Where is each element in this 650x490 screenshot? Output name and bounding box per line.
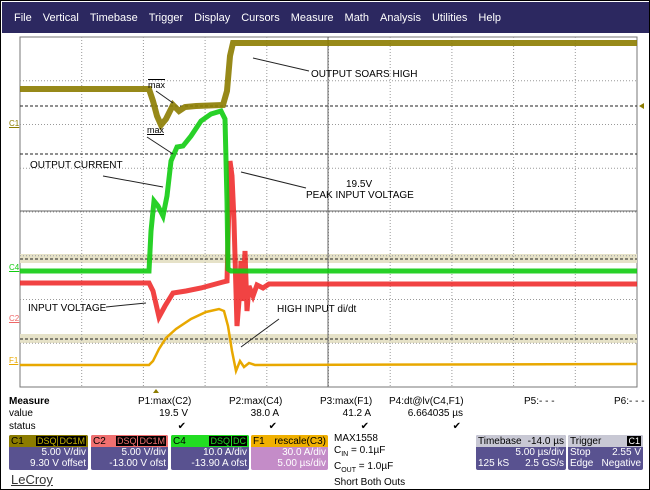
trigger-title: Trigger — [570, 435, 602, 447]
param-p2-value: 38.0 A — [250, 408, 279, 419]
f1-marker[interactable]: F1 — [9, 356, 19, 365]
timebase-delay: -14.0 µs — [527, 435, 564, 447]
function-f1-box[interactable]: F1 rescale(C3) 30.0 A/div 5.00 µs/div — [251, 435, 328, 470]
graticule — [20, 37, 637, 387]
annotation-max-c1: max — [148, 80, 166, 90]
c4-tag-coupling: DC — [232, 435, 247, 446]
c2-name: C2 — [93, 435, 106, 447]
param-p3-label[interactable]: P3:max(F1) — [320, 396, 373, 407]
menu-cursors[interactable]: Cursors — [241, 11, 280, 24]
menu-trigger[interactable]: Trigger — [148, 11, 184, 24]
c4-scale: 10.0 A/div — [203, 447, 247, 458]
trigger-source: C1 — [627, 436, 641, 446]
param-p2-label[interactable]: P2:max(C4) — [229, 396, 283, 407]
menu-measure[interactable]: Measure — [290, 11, 334, 24]
c4-tag-dsq: DSQ — [209, 435, 231, 446]
menu-analysis[interactable]: Analysis — [380, 11, 421, 24]
trigger-box[interactable]: Trigger C1 Stop 2.55 V Edge Negative — [568, 435, 643, 470]
c1-marker[interactable]: C1 — [9, 119, 20, 128]
short-note: Short Both Outs — [334, 477, 406, 488]
trigger-level: 2.55 V — [612, 447, 641, 458]
measure-row-status: status — [9, 421, 36, 432]
cursor-lines — [20, 105, 637, 340]
notes-panel: MAX1558 CIN = 0.1µF COUT = 1.0µF Short B… — [334, 433, 405, 489]
param-p6-label[interactable]: P6:- - - — [614, 396, 645, 407]
measure-row-value: value — [9, 408, 33, 419]
c1-offset: 9.30 V offset — [30, 458, 86, 469]
param-p2-status: ✔ — [268, 421, 277, 432]
annotation-peak-value: 19.5V — [346, 179, 373, 190]
measure-title: Measure — [9, 396, 50, 407]
trace-f1 — [20, 307, 638, 376]
menu-timebase[interactable]: Timebase — [89, 11, 138, 24]
menu-vertical[interactable]: Vertical — [42, 11, 79, 24]
timebase-samples: 125 kS — [478, 458, 510, 469]
c4-marker[interactable]: C4 — [9, 263, 20, 272]
param-p3-value: 41.2 A — [342, 408, 371, 419]
c1-scale: 5.00 V/div — [41, 447, 86, 458]
annotation-max-c4: max — [147, 125, 165, 135]
param-p1-status: ✔ — [177, 421, 186, 432]
channel-c4-box[interactable]: C4 DSQ DC 10.0 A/div -13.90 A ofst — [171, 435, 249, 470]
c1-tag-dsq: DSQ — [35, 435, 58, 446]
param-p1-label[interactable]: P1:max(C2) — [138, 396, 192, 407]
f1-timescale: 5.00 µs/div — [277, 458, 326, 469]
menu-bar: File Vertical Timebase Trigger Display C… — [2, 2, 649, 33]
annotation-output-current: OUTPUT CURRENT — [30, 160, 123, 171]
f1-name: F1 — [253, 435, 265, 447]
channel-c1-box[interactable]: C1 DSQ DC1M 5.00 V/div 9.30 V offset — [9, 435, 88, 470]
c2-scale: 5.00 V/div — [121, 447, 166, 458]
c2-offset: -13.00 V ofst — [109, 458, 166, 469]
menu-utilities[interactable]: Utilities — [431, 11, 468, 24]
cout-note: COUT = 1.0µF — [334, 461, 394, 474]
part-number: MAX1558 — [334, 433, 378, 444]
c2-marker[interactable]: C2 — [9, 314, 20, 323]
f1-function: rescale(C3) — [274, 435, 326, 447]
timebase-title: Timebase — [478, 435, 522, 447]
waveform-display[interactable] — [1, 33, 650, 393]
menu-display[interactable]: Display — [194, 11, 231, 24]
menu-file[interactable]: File — [14, 11, 32, 24]
annotation-leaders — [102, 57, 310, 348]
param-p4-label[interactable]: P4:dt@lv(C4,F1) — [389, 396, 464, 407]
annotation-high-input-didt: HIGH INPUT di/dt — [277, 304, 357, 315]
trace-c1 — [20, 40, 637, 131]
c1-tag-coupling: DC1M — [58, 435, 86, 446]
timebase-div: 5.00 µs/div — [515, 447, 564, 458]
param-p1-value: 19.5 V — [159, 408, 188, 419]
c4-name: C4 — [173, 435, 186, 447]
menu-help[interactable]: Help — [478, 11, 502, 24]
c4-offset: -13.90 A ofst — [191, 458, 247, 469]
timebase-rate: 2.5 GS/s — [525, 458, 564, 469]
trace-c2 — [20, 160, 637, 327]
cin-note: CIN = 0.1µF — [334, 445, 386, 458]
annotation-peak-input-voltage: PEAK INPUT VOLTAGE — [306, 190, 414, 201]
param-p5-label[interactable]: P5:- - - — [524, 396, 555, 407]
param-p4-status: ✔ — [452, 421, 461, 432]
annotation-output-soars-high: OUTPUT SOARS HIGH — [311, 69, 418, 80]
trace-c4 — [20, 108, 637, 274]
trigger-position-marker[interactable] — [153, 389, 159, 393]
trigger-slope: Negative — [601, 458, 641, 469]
channel-c2-box[interactable]: C2 DSQ DC1M 5.00 V/div -13.00 V ofst — [91, 435, 168, 470]
trigger-type: Edge — [570, 458, 594, 469]
param-p4-value: 6.664035 µs — [407, 408, 463, 419]
lecroy-logo: LeCroy — [11, 472, 53, 487]
menu-math[interactable]: Math — [344, 11, 369, 24]
annotation-input-voltage: INPUT VOLTAGE — [28, 303, 107, 314]
c1-name: C1 — [11, 435, 24, 447]
param-p3-status: ✔ — [360, 421, 369, 432]
c2-tag-coupling: DC1M — [138, 435, 166, 446]
f1-scale: 30.0 A/div — [282, 447, 326, 458]
trigger-level-marker[interactable] — [639, 103, 644, 109]
trigger-mode: Stop — [570, 447, 591, 458]
timebase-box[interactable]: Timebase -14.0 µs 5.00 µs/div 125 kS 2.5 G… — [476, 435, 566, 470]
c2-tag-dsq: DSQ — [115, 435, 138, 446]
